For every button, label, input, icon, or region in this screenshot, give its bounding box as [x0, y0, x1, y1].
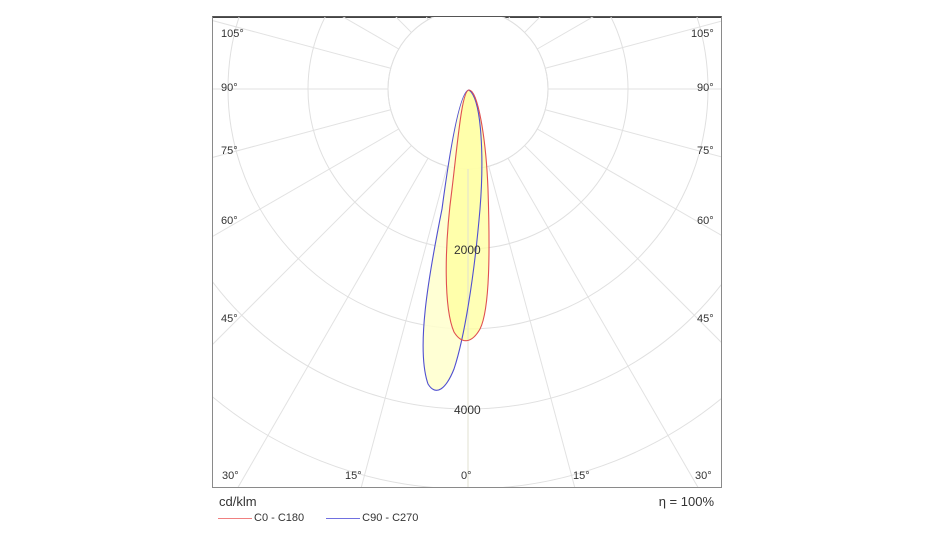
angle-label-left-15: 15°: [345, 470, 362, 482]
angle-label-left-45: 45°: [221, 313, 238, 325]
angle-label-left-30: 30°: [222, 470, 239, 482]
angle-label-right-90: 90°: [697, 82, 714, 94]
series-curves: [422, 89, 490, 487]
legend: C0 - C180 C90 - C270: [218, 512, 418, 524]
angle-label-left-60: 60°: [221, 215, 238, 227]
angle-label-bottom-0: 0°: [461, 470, 472, 482]
angle-label-right-75: 75°: [697, 145, 714, 157]
radial-tick-4000: 4000: [454, 403, 481, 417]
efficiency-label: η = 100%: [658, 494, 714, 509]
legend-label: C90 - C270: [362, 512, 419, 524]
legend-swatch-red: [218, 517, 252, 519]
angle-label-left-90: 90°: [221, 82, 238, 94]
legend-label: C0 - C180: [254, 512, 305, 524]
angle-label-right-105: 105°: [691, 28, 714, 40]
angle-label-right-60: 60°: [697, 215, 714, 227]
angle-label-right-15: 15°: [573, 470, 590, 482]
legend-item-c0-c180: C0 - C180: [218, 512, 304, 524]
legend-item-c90-c270: C90 - C270: [326, 512, 418, 524]
polar-chart: 105° 90° 75° 60° 45° 30° 15° 0° 15° 30° …: [212, 16, 722, 488]
series-c90-c270: [422, 89, 483, 391]
legend-swatch-blue: [326, 517, 361, 519]
unit-label: cd/klm: [219, 494, 257, 509]
angle-label-right-45: 45°: [697, 313, 714, 325]
polar-plot-area: [213, 17, 721, 487]
series-c0-c180: [445, 89, 490, 342]
radial-tick-2000: 2000: [454, 243, 481, 257]
angle-label-right-30: 30°: [695, 470, 712, 482]
angle-label-left-75: 75°: [221, 145, 238, 157]
angle-label-left-105: 105°: [221, 28, 244, 40]
